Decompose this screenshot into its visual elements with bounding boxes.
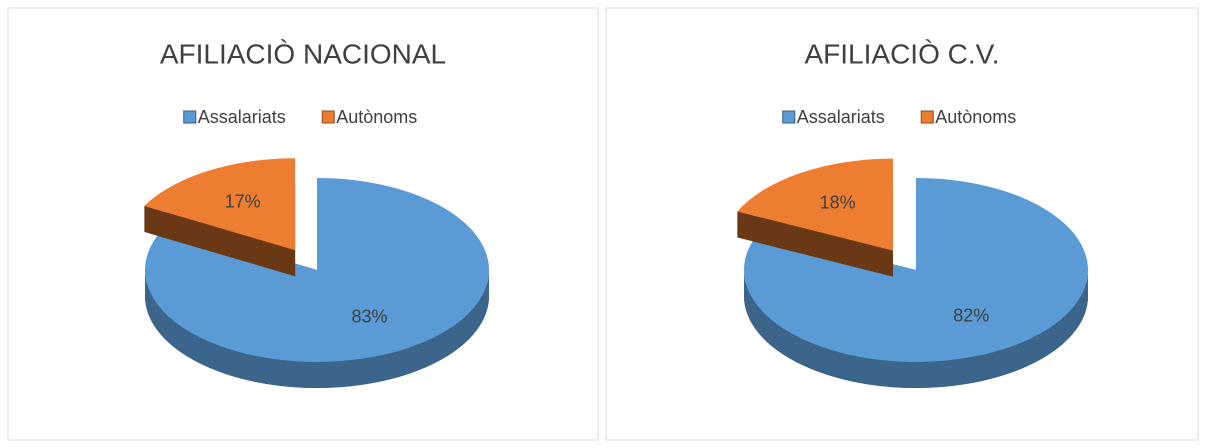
legend-label: Assalariats bbox=[198, 107, 286, 127]
data-label: 82% bbox=[953, 305, 989, 325]
pie-slice bbox=[743, 178, 1088, 362]
slice-face bbox=[737, 211, 893, 277]
slice-face bbox=[144, 205, 296, 277]
pie-slice bbox=[144, 158, 296, 251]
legend-label: Autònoms bbox=[336, 107, 417, 127]
chart-title: AFILIACIÒ NACIONAL bbox=[160, 38, 446, 69]
chart-panel: AFILIACIÒ NACIONAL Assalariats Autònoms 83%… bbox=[7, 7, 599, 441]
data-label: 17% bbox=[225, 191, 261, 211]
chart-title: AFILIACIÒ C.V. bbox=[804, 38, 999, 69]
slice-side bbox=[744, 270, 1088, 388]
legend-swatch bbox=[183, 110, 197, 124]
pie-slice bbox=[737, 158, 893, 251]
legend-label: Autònoms bbox=[935, 107, 1016, 127]
data-label: 83% bbox=[352, 306, 388, 326]
legend-swatch bbox=[782, 110, 796, 124]
data-label: 18% bbox=[820, 193, 856, 213]
legend-swatch bbox=[920, 110, 934, 124]
slice-side bbox=[145, 270, 489, 388]
chart-panel: AFILIACIÒ C.V. Assalariats Autònoms 82% 18% bbox=[605, 7, 1199, 441]
legend-swatch bbox=[321, 110, 335, 124]
legend-label: Assalariats bbox=[797, 107, 885, 127]
pie-slice bbox=[144, 178, 489, 363]
